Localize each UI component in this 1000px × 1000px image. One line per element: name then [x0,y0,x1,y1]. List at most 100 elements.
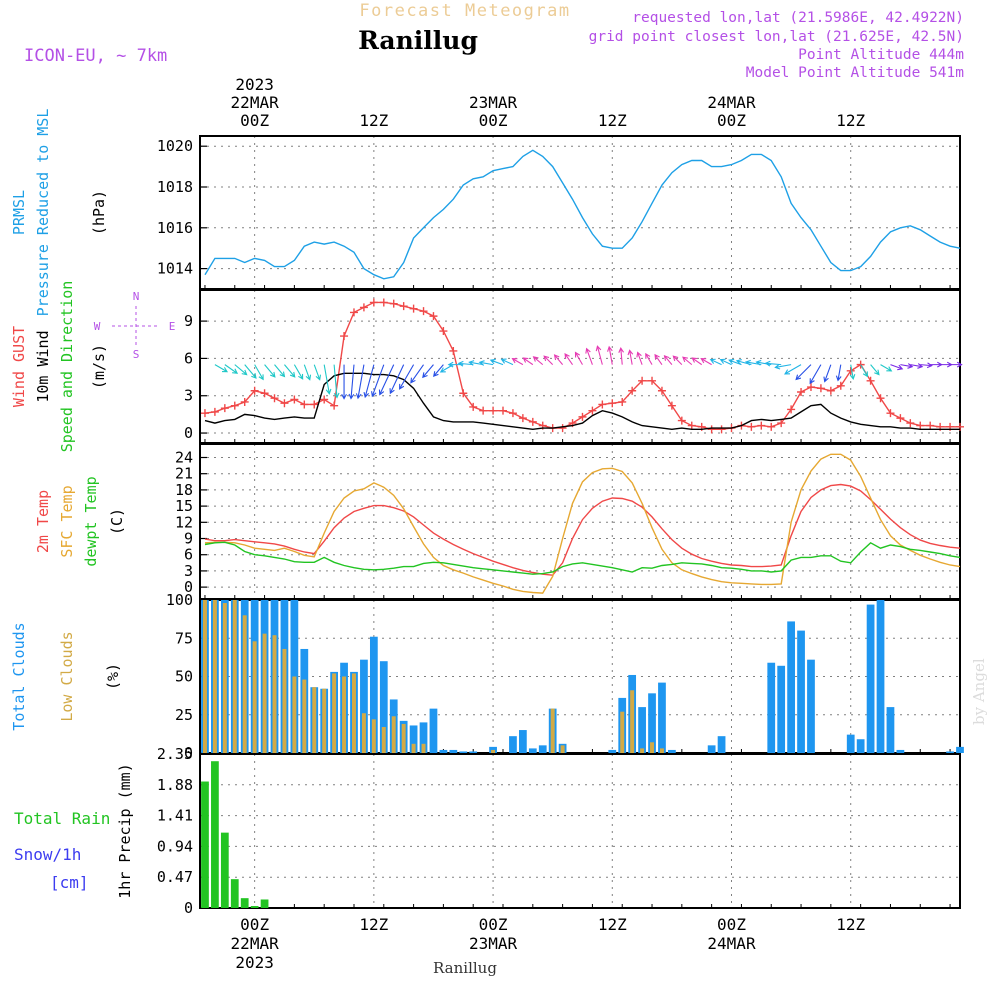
bar-low-clouds [312,687,317,753]
gust-marker [369,298,378,307]
bar-low-clouds [491,749,496,753]
bar-total-clouds [946,751,954,753]
panel-label: Speed and Direction [58,281,76,453]
y-tick-label: 1014 [157,260,193,278]
wind-arrow [672,355,683,366]
bar-low-clouds [252,641,257,753]
y-tick-label: 1.88 [157,776,193,794]
bar-low-clouds [659,748,664,753]
top-time-label: 12Z [836,111,865,130]
bar-low-clouds [650,742,655,753]
gust-marker [310,400,319,409]
wind-arrow [410,364,424,384]
panel-label: (C) [108,508,126,535]
gust-marker [399,302,408,311]
y-tick-label: 1020 [157,137,193,155]
gust-marker [330,401,339,410]
wind-arrow [333,364,340,399]
bar-total-clouds [767,662,776,753]
gust-marker [230,401,239,410]
bar-low-clouds [322,688,327,753]
panel-precip: 0 0.47 0.94 1.41 1.88 2.35 1hr Precip (mm) Tota… [14,745,961,917]
gust-marker [648,376,657,385]
y-tick-label: 25 [175,706,193,724]
wind-arrow [890,364,904,371]
top-time-label: 24MAR [707,93,756,112]
wind-arrow [348,364,355,400]
bottom-time-label: 12Z [359,915,388,934]
wind-arrow [389,364,405,395]
gust-marker [439,327,448,336]
bar-total-clouds [807,659,815,753]
wind-arrow [433,364,444,378]
gust-marker [628,386,637,395]
bottom-time-label: 24MAR [707,934,756,953]
bar-total-rain [240,898,249,908]
panel-label: Wind GUST [10,326,28,407]
bar-total-rain [201,781,209,908]
panel-label: Pressure Reduced to MSL [34,109,52,317]
gust-marker [717,425,726,434]
bar-total-clouds [668,749,676,753]
bar-low-clouds [222,603,227,753]
y-tick-label: 18 [175,481,193,499]
series-sfc-temp [204,453,961,594]
gust-marker [667,401,676,410]
legend-snow-unit: [cm] [50,873,89,892]
bar-total-clouds [896,749,905,753]
y-tick-label: 100 [166,591,193,609]
bar-total-clouds [648,693,656,753]
wind-arrow [341,364,347,400]
panel-label: SFC Temp [58,485,76,557]
wind-arrow [293,364,304,380]
bar-total-clouds [866,604,875,753]
bottom-time-label: 12Z [836,915,865,934]
bar-total-rain [250,906,259,908]
panel-label: (m/s) [90,344,108,389]
wind-arrow [709,358,722,366]
bar-low-clouds [342,676,347,753]
gust-marker [220,404,229,413]
bar-low-clouds [381,726,386,753]
series-wind-gust [204,301,960,430]
panel-label: 10m Wind [34,330,52,402]
panel-label: Total Clouds [10,622,28,730]
gust-marker [707,425,716,434]
wind-arrow [244,364,257,379]
wind-arrow [224,364,239,374]
gust-marker [926,421,935,430]
wind-arrow [900,363,914,369]
gust-marker [886,409,895,418]
wind-arrow [774,363,792,370]
gust-marker [876,394,885,403]
wind-arrow [543,355,554,366]
y-tick-label: 1016 [157,219,193,237]
wind-arrow [500,358,514,366]
bar-low-clouds [242,615,247,753]
top-time-label: 23MAR [469,93,518,112]
gust-marker [200,409,209,418]
wind-arrow [313,364,322,381]
legend-rain: Total Rain [14,809,110,828]
legend-snow: Snow/1h [14,845,81,864]
bar-low-clouds [401,723,406,753]
credit-label: by Angel [970,658,988,725]
bar-low-clouds [352,673,356,753]
wind-arrow [585,347,593,365]
bottom-time-label: 00Z [479,915,508,934]
bar-total-rain [230,879,239,908]
wind-arrow [823,364,832,383]
gust-marker [508,409,517,418]
bar-total-clouds [846,734,855,753]
gust-marker [489,406,498,415]
bar-low-clouds [630,690,635,753]
bar-total-clouds [439,749,448,753]
gust-marker [846,366,855,375]
gust-marker [250,386,259,395]
series-prmsl [204,149,961,280]
location-title: Ranillug [358,26,478,55]
panel-label: 1hr Precip (mm) [116,763,134,898]
panel-frame [199,753,961,909]
top-time-label: 12Z [598,111,627,130]
